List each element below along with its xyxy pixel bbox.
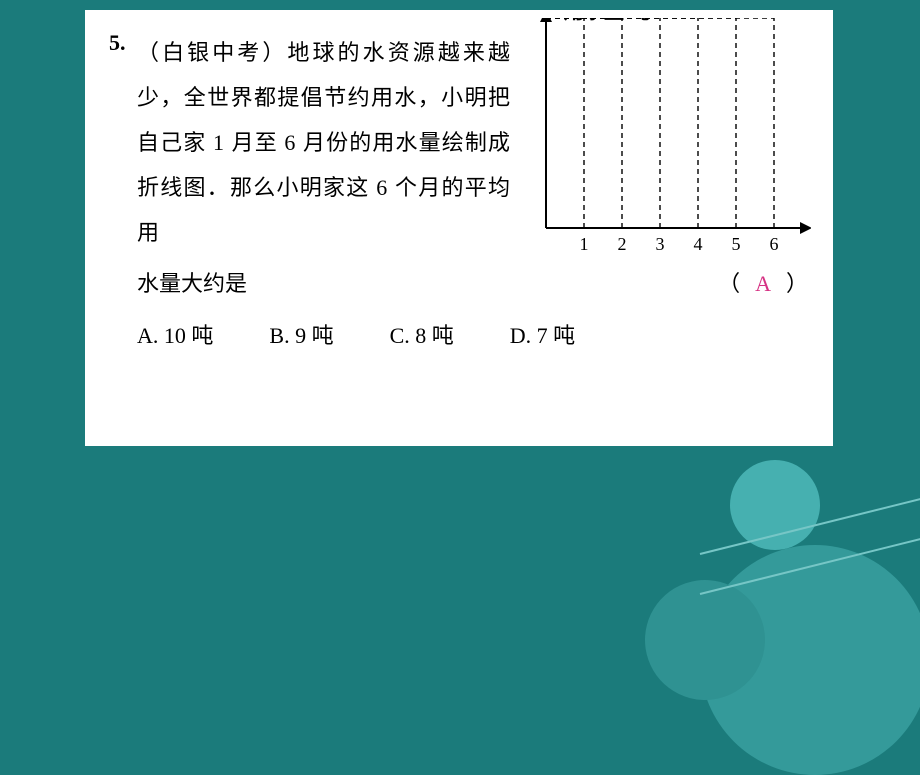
water-usage-chart: 689101215123456用水量/吨 [491, 18, 811, 268]
answer-row: 水量大约是 （A） [137, 261, 809, 306]
question-tail: 水量大约是 [137, 261, 247, 306]
answer-letter: A [741, 271, 786, 296]
option-d: D. 7 吨 [510, 313, 575, 358]
question-card: 5. （白银中考）地球的水资源越来越少，全世界都提倡节约用水，小明把自己家 1 … [85, 10, 833, 446]
svg-text:3: 3 [656, 234, 665, 254]
deco-circle-small [730, 460, 820, 550]
svg-text:用水量/吨: 用水量/吨 [564, 18, 650, 23]
chart-svg: 689101215123456用水量/吨 [491, 18, 811, 268]
svg-text:2: 2 [618, 234, 627, 254]
option-a: A. 10 吨 [137, 313, 213, 358]
svg-text:15: 15 [520, 18, 538, 22]
svg-text:1: 1 [580, 234, 589, 254]
question-text-top: （白银中考）地球的水资源越来越少，全世界都提倡节约用水，小明把自己家 1 月至 … [137, 30, 511, 255]
question-number: 5. [109, 30, 137, 255]
option-b: B. 9 吨 [269, 313, 333, 358]
svg-text:5: 5 [732, 234, 741, 254]
answer-paren: （A） [718, 261, 809, 306]
options-row: A. 10 吨 B. 9 吨 C. 8 吨 D. 7 吨 [137, 313, 809, 358]
question-source: （白银中考） [137, 40, 287, 65]
option-c: C. 8 吨 [390, 313, 454, 358]
question-body: 地球的水资源越来越少，全世界都提倡节约用水，小明把自己家 1 月至 6 月份的用… [137, 40, 511, 245]
svg-text:4: 4 [694, 234, 703, 254]
svg-text:6: 6 [770, 234, 779, 254]
